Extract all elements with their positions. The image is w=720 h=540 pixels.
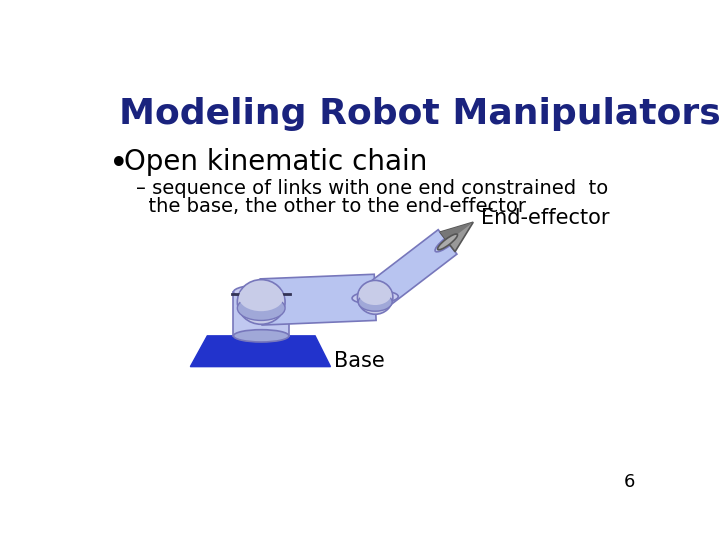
Text: Modeling Robot Manipulators: Modeling Robot Manipulators: [119, 97, 720, 131]
Text: Open kinematic chain: Open kinematic chain: [124, 148, 428, 176]
Ellipse shape: [357, 280, 393, 314]
Ellipse shape: [233, 285, 289, 299]
Ellipse shape: [238, 280, 285, 325]
Ellipse shape: [238, 295, 284, 308]
Ellipse shape: [438, 234, 457, 250]
Polygon shape: [440, 222, 473, 252]
Polygon shape: [440, 222, 473, 242]
Ellipse shape: [238, 296, 285, 320]
Ellipse shape: [233, 330, 289, 342]
Text: •: •: [109, 148, 128, 181]
Polygon shape: [260, 274, 376, 325]
Ellipse shape: [363, 287, 387, 307]
Ellipse shape: [359, 293, 392, 311]
Text: End-effector: End-effector: [481, 207, 609, 228]
Polygon shape: [190, 336, 330, 367]
Ellipse shape: [239, 284, 284, 311]
Ellipse shape: [435, 232, 460, 252]
Text: 6: 6: [624, 473, 634, 491]
Polygon shape: [233, 292, 289, 336]
Text: – sequence of links with one end constrained  to: – sequence of links with one end constra…: [137, 179, 608, 198]
Text: Base: Base: [334, 351, 385, 372]
Polygon shape: [366, 230, 457, 309]
Ellipse shape: [359, 284, 392, 305]
Ellipse shape: [352, 291, 398, 304]
Text: the base, the other to the end-effector: the base, the other to the end-effector: [137, 197, 526, 216]
